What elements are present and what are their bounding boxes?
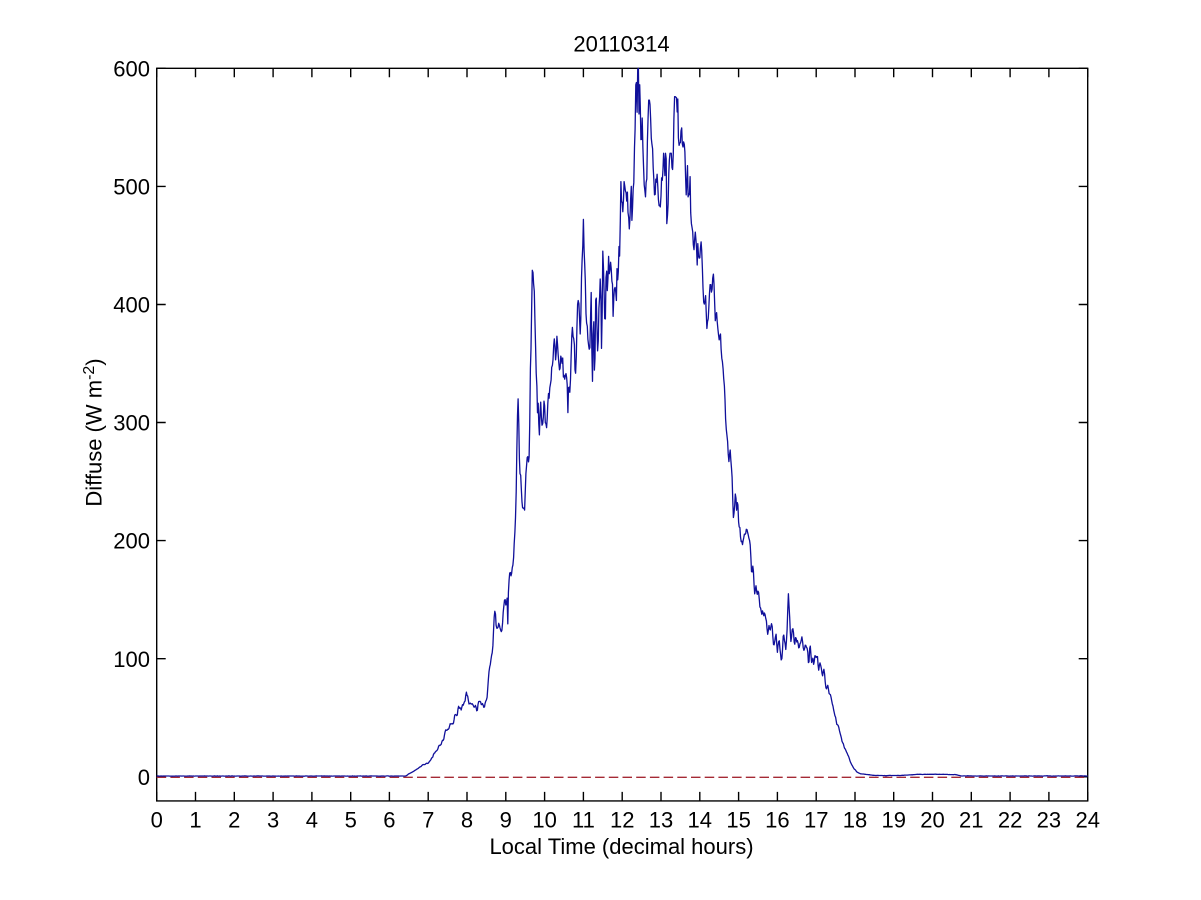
- svg-text:22: 22: [998, 808, 1022, 833]
- svg-text:6: 6: [383, 808, 395, 833]
- svg-text:20: 20: [920, 808, 944, 833]
- svg-text:14: 14: [688, 808, 712, 833]
- svg-text:19: 19: [881, 808, 905, 833]
- svg-text:5: 5: [345, 808, 357, 833]
- svg-text:9: 9: [500, 808, 512, 833]
- svg-text:100: 100: [113, 647, 150, 672]
- svg-text:10: 10: [532, 808, 556, 833]
- svg-text:1: 1: [189, 808, 201, 833]
- svg-text:0: 0: [138, 765, 150, 790]
- svg-text:21: 21: [959, 808, 983, 833]
- svg-text:Diffuse (W m-2): Diffuse (W m-2): [81, 358, 107, 506]
- svg-text:500: 500: [113, 175, 150, 200]
- svg-text:3: 3: [267, 808, 279, 833]
- svg-text:20110314: 20110314: [573, 32, 669, 57]
- svg-text:17: 17: [804, 808, 828, 833]
- svg-text:11: 11: [572, 808, 595, 833]
- svg-text:600: 600: [113, 56, 150, 81]
- svg-text:Local Time (decimal hours): Local Time (decimal hours): [489, 834, 753, 859]
- svg-text:13: 13: [649, 808, 673, 833]
- svg-text:300: 300: [113, 411, 150, 436]
- svg-text:8: 8: [461, 808, 473, 833]
- svg-text:16: 16: [765, 808, 789, 833]
- svg-text:400: 400: [113, 293, 150, 318]
- svg-text:23: 23: [1037, 808, 1061, 833]
- svg-text:24: 24: [1075, 808, 1099, 833]
- svg-text:15: 15: [726, 808, 750, 833]
- svg-text:0: 0: [151, 808, 163, 833]
- svg-text:7: 7: [422, 808, 434, 833]
- svg-text:4: 4: [306, 808, 318, 833]
- svg-text:18: 18: [843, 808, 867, 833]
- svg-text:12: 12: [610, 808, 634, 833]
- svg-text:200: 200: [113, 529, 150, 554]
- svg-text:2: 2: [228, 808, 240, 833]
